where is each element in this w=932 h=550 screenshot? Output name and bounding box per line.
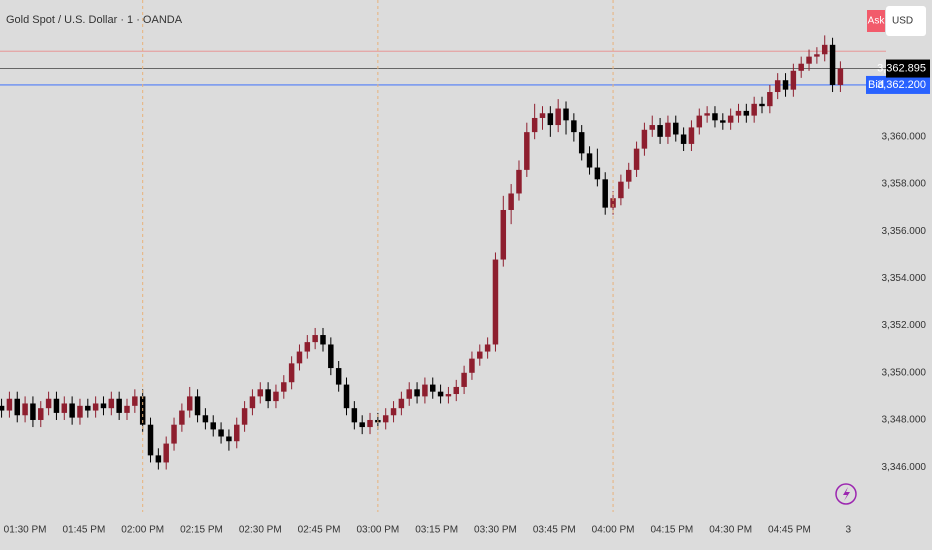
y-tick-label: 3,356.000: [882, 226, 927, 237]
x-tick-label: 04:30 PM: [709, 525, 752, 536]
x-tick-label: 01:30 PM: [4, 525, 47, 536]
price-label-bg: [886, 59, 930, 78]
y-tick-label: 3,360.000: [882, 131, 927, 142]
ask-button-bg[interactable]: [867, 10, 885, 32]
alert-icon[interactable]: [835, 483, 857, 505]
x-tick-label: 03:15 PM: [415, 525, 458, 536]
x-tick-label: 04:15 PM: [650, 525, 693, 536]
x-tick-label: 02:15 PM: [180, 525, 223, 536]
x-tick-label: 04:45 PM: [768, 525, 811, 536]
y-tick-label: 3,348.000: [882, 415, 927, 426]
x-tick-label: 02:00 PM: [121, 525, 164, 536]
x-tick-label: 01:45 PM: [62, 525, 105, 536]
x-tick-label: 02:45 PM: [298, 525, 341, 536]
y-tick-label: 3,352.000: [882, 320, 927, 331]
chart-title: Gold Spot / U.S. Dollar · 1 · OANDA: [6, 14, 183, 26]
ask-button[interactable]: Ask: [868, 16, 886, 27]
price-label-bg: [886, 75, 930, 94]
x-tick-label: 04:00 PM: [592, 525, 635, 536]
x-tick-label: 03:45 PM: [533, 525, 576, 536]
price-tag: Bid: [868, 79, 884, 91]
x-tick-label: 02:30 PM: [239, 525, 282, 536]
x-tick-label: 03:00 PM: [356, 525, 399, 536]
price-label: 3,362.200: [877, 79, 926, 91]
x-tick-label: 03:30 PM: [474, 525, 517, 536]
y-tick-label: 3,354.000: [882, 273, 927, 284]
currency-button[interactable]: USD: [892, 16, 913, 27]
y-tick-label: 3,350.000: [882, 367, 927, 378]
alert-icon-bolt: [843, 487, 850, 501]
x-tick-label: 3: [845, 525, 851, 536]
y-tick-label: 3,346.000: [882, 462, 927, 473]
price-label: 3,362.895: [877, 62, 926, 74]
candle-body: [0, 405, 5, 411]
currency-button-bg[interactable]: [886, 6, 926, 36]
y-tick-label: 3,358.000: [882, 179, 927, 190]
